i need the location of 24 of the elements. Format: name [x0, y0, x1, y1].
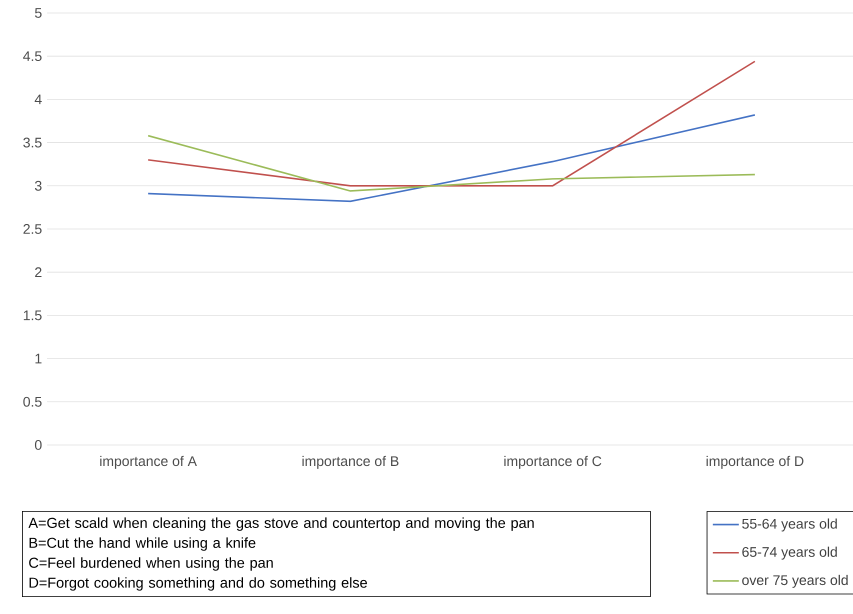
x-tick-label: importance of A: [100, 456, 197, 469]
y-tick-label: 3.5: [23, 138, 42, 148]
y-tick-label: 2: [35, 267, 42, 278]
text: D=Forgot cooking something and do something else: [30, 577, 367, 591]
line-series: [147, 134, 756, 192]
y-tick-label: 4.5: [23, 51, 42, 62]
y-tick-label: 0.5: [23, 396, 42, 407]
y-tick-label: 1: [35, 354, 42, 364]
y-tick-label: 5: [34, 8, 42, 18]
y-tick-label: 1.5: [24, 310, 42, 320]
text: C=Feel burdened when using the pan: [29, 557, 273, 571]
legend-label: over 75 years old: [742, 574, 848, 588]
y-tick-label: 3: [34, 180, 42, 191]
y-tick-label: 4: [34, 94, 42, 104]
text: B=Cut the hand while using a knife: [30, 537, 256, 551]
x-tick-label: importance of B: [302, 456, 398, 469]
x-tick-label: importance of D: [706, 456, 804, 469]
legend-label: 65-74 years old: [742, 546, 837, 560]
line-series: [147, 114, 756, 202]
y-tick-label: 0: [34, 440, 42, 450]
text: A=Get scald when cleaning the gas stove and countertop and moving the pan: [28, 517, 534, 531]
x-tick-label: importance of C: [504, 456, 602, 469]
y-tick-label: 2.5: [23, 224, 42, 234]
legend-label: 55-64 years old: [742, 518, 837, 532]
